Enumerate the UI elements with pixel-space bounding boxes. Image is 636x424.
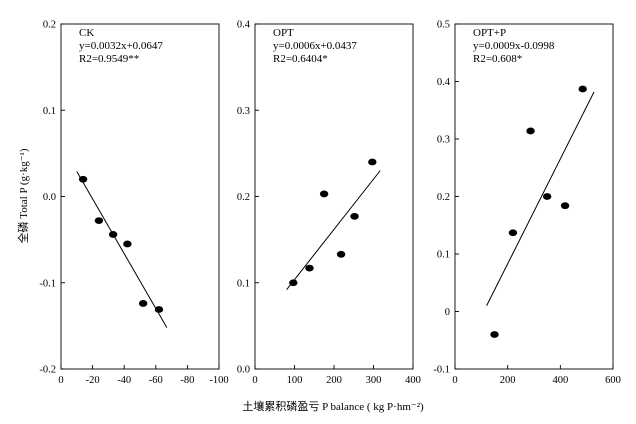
regression-line (286, 170, 381, 290)
data-point (94, 217, 104, 225)
r-squared: R2=0.608* (473, 53, 522, 65)
chart-panel-1: -0.2 -0.1 0.0 0.1 0.2 0 -20 -40 -60 -80 -100 CKy=0.… (39, 20, 228, 387)
regression-equation: y=0.0006x+0.0437 (273, 40, 357, 52)
x-axis-label: 土壤累积磷盈亏 P balance ( kg P·hm⁻²) (242, 399, 424, 413)
x-tick-label: -80 (180, 375, 194, 386)
data-point (578, 85, 587, 93)
x-tick-label: -20 (86, 375, 100, 386)
panel-title: OPT (273, 27, 294, 39)
chart-panel-2: 0.0 0.1 0.2 0.3 0.4 0 100 200 300 400 OPTy=0.0006x… (237, 20, 421, 387)
y-tick-label: 0.3 (237, 106, 250, 117)
y-tick-label: 0.2 (437, 192, 450, 203)
y-tick-label: -0.2 (39, 365, 56, 376)
x-tick-label: 600 (605, 375, 621, 386)
x-tick-label: 400 (405, 375, 421, 386)
data-point (138, 300, 148, 307)
x-tick-label: 400 (552, 375, 568, 386)
x-tick-label: 0 (58, 375, 63, 386)
data-point (508, 229, 518, 237)
data-point (350, 212, 359, 220)
y-tick-label: -0.1 (433, 365, 450, 376)
y-tick-label: 0.4 (437, 77, 451, 88)
data-point (319, 190, 329, 198)
y-tick-label: 0.1 (43, 106, 56, 117)
y-tick-label: 0.2 (43, 20, 56, 31)
data-point (123, 240, 132, 248)
x-tick-label: 0 (252, 375, 257, 386)
panel-title: OPT+P (473, 27, 506, 39)
y-tick-label: 0 (445, 307, 450, 318)
regression-line (486, 91, 595, 306)
y-axis-label: 全磷 Total P (g·kg⁻¹) (16, 148, 30, 243)
x-tick-label: -100 (209, 375, 228, 386)
x-tick-label: 0 (452, 375, 457, 386)
r-squared: R2=0.9549** (79, 53, 139, 65)
data-point (305, 264, 314, 272)
panel-title: CK (79, 27, 94, 39)
data-point (289, 279, 298, 287)
data-point (542, 193, 552, 200)
chart-panel-3: -0.100.10.20.30.40.50 200 400 600OPT+Py=0.0… (433, 20, 621, 387)
y-tick-label: 0.1 (437, 250, 450, 261)
plot-frame (60, 23, 220, 370)
y-tick-label: 0.2 (237, 192, 250, 203)
data-point (108, 231, 118, 238)
data-point (336, 250, 346, 258)
x-tick-label: 300 (366, 375, 382, 386)
x-tick-label: 200 (500, 375, 516, 386)
y-tick-label: 0.1 (237, 278, 250, 289)
plot-frame (254, 23, 414, 370)
data-point (368, 158, 377, 166)
y-tick-label: 0.4 (237, 20, 251, 31)
data-point (154, 306, 164, 313)
regression-line (76, 171, 168, 328)
data-point (490, 331, 499, 338)
y-tick-label: 0.0 (237, 365, 250, 376)
x-tick-label: -60 (149, 375, 163, 386)
r-squared: R2=0.6404* (273, 53, 328, 65)
y-tick-label: -0.1 (39, 278, 56, 289)
y-tick-label: 0.3 (437, 135, 450, 146)
regression-equation: y=0.0032x+0.0647 (79, 40, 163, 52)
plot-frame (454, 23, 614, 370)
y-tick-label: 0.0 (43, 192, 56, 203)
x-tick-label: 200 (326, 375, 342, 386)
x-tick-label: 100 (287, 375, 303, 386)
y-tick-label: 0.5 (437, 20, 450, 31)
data-point (78, 175, 88, 183)
regression-equation: y=0.0009x-0.0998 (473, 40, 555, 52)
x-tick-label: -40 (117, 375, 131, 386)
data-point (560, 202, 570, 210)
data-point (526, 127, 535, 135)
